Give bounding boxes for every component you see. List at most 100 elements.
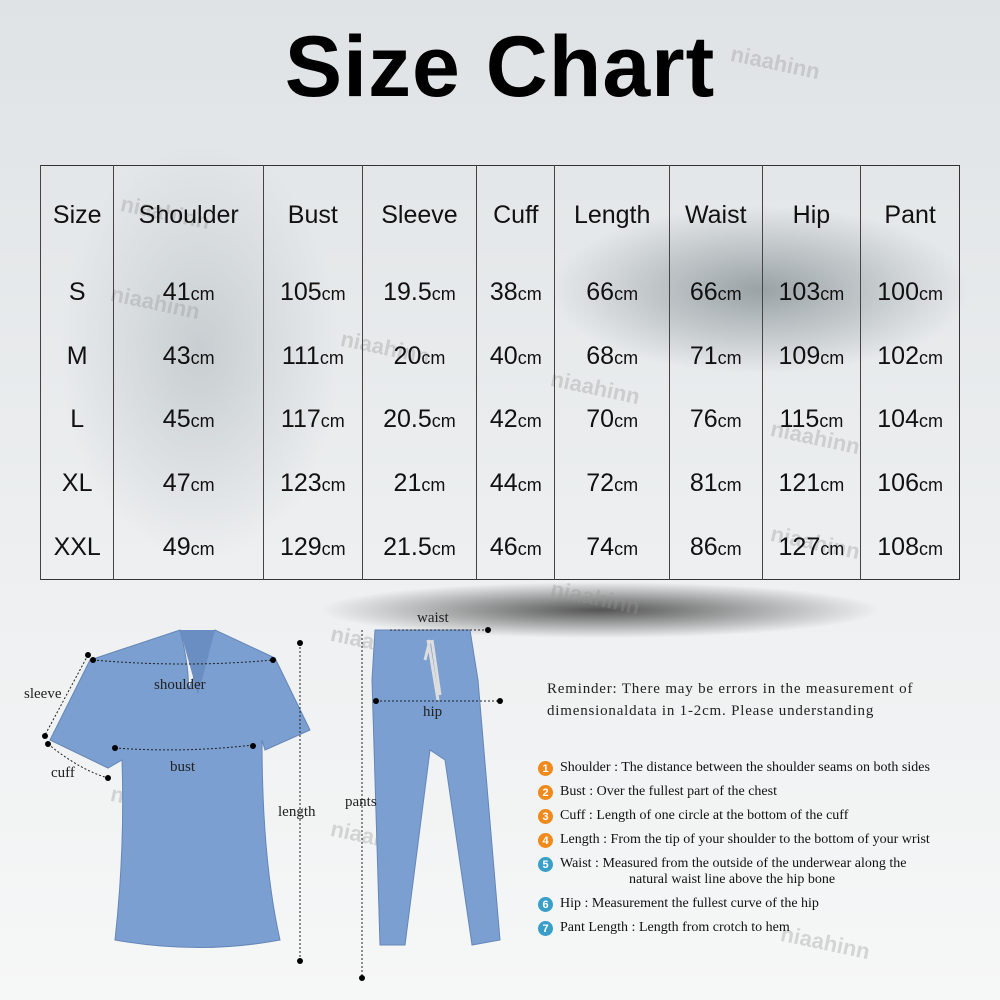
measurement-cell: 72cm — [554, 451, 670, 516]
measurement-cell: 76cm — [668, 388, 763, 452]
cell-value: 104 — [877, 405, 919, 434]
measurement-definitions: 1 Shoulder : The distance between the sho… — [538, 760, 930, 944]
measurement-cell: 100cm — [860, 260, 960, 325]
header-row: Size Shoulder Bust Sleeve Cuff Length Waist Hip… — [39, 165, 960, 261]
measurement-cell: 123cm — [262, 451, 363, 516]
measurement-cell: 127cm — [761, 515, 861, 580]
cell-value: 103 — [778, 277, 821, 306]
definition-text-continued: natural waist line above the hip bone — [629, 872, 836, 887]
cell-value: 71 — [689, 341, 718, 370]
reminder-text: Reminder: There may be errors in the mea… — [547, 681, 914, 719]
cell-value: 47 — [162, 469, 191, 498]
unit-label: cm — [820, 283, 845, 304]
unit-label: cm — [421, 347, 446, 368]
unit-label: cm — [717, 475, 742, 496]
cell-value: M — [66, 341, 88, 370]
cell-value: 20.5 — [383, 405, 432, 434]
cell-value: 70 — [586, 405, 615, 434]
definition-item: 1 Shoulder : The distance between the sho… — [538, 760, 930, 776]
cell-value: 106 — [877, 469, 919, 498]
unit-label: cm — [614, 538, 639, 559]
unit-label: cm — [614, 283, 639, 304]
cell-value: 49 — [162, 532, 191, 561]
number-badge-icon: 2 — [538, 785, 553, 800]
table-row: L 45cm 117cm 20.5cm 42cm 70cm 76cm 115cm 104cm — [39, 388, 960, 452]
size-cell: L — [39, 388, 114, 452]
measurement-cell: 111cm — [262, 324, 363, 389]
cell-value: 121 — [778, 469, 821, 498]
column-header: Cuff — [476, 165, 555, 261]
measurement-cell: 66cm — [668, 260, 763, 325]
measurement-cell: 109cm — [761, 324, 861, 389]
page-title: Size Chart — [284, 19, 716, 115]
measurement-cell: 108cm — [860, 515, 960, 580]
cell-value: 81 — [689, 469, 718, 498]
cell-value: 74 — [586, 532, 615, 561]
cell-value: 38 — [489, 277, 518, 306]
unit-label: cm — [717, 538, 742, 559]
cell-value: 66 — [689, 277, 718, 306]
measurement-cell: 102cm — [860, 324, 960, 389]
bust-label: bust — [170, 759, 196, 775]
table-row: M 43cm 111cm 20cm 40cm 68cm 71cm 109cm 102cm — [39, 324, 960, 389]
number-badge-icon: 3 — [538, 809, 553, 824]
measurement-cell: 103cm — [761, 260, 861, 325]
cell-value: 127 — [778, 532, 821, 561]
definition-text: Measured from the outside of the underwe… — [602, 856, 907, 871]
column-header: Pant — [860, 165, 960, 261]
measurement-cell: 115cm — [761, 388, 861, 452]
pants-label: pants — [345, 794, 377, 810]
definition-term: Shoulder — [560, 760, 611, 775]
unit-label: cm — [190, 538, 215, 559]
column-header: Hip — [761, 165, 861, 261]
unit-label: cm — [517, 283, 542, 304]
cell-value: 46 — [489, 532, 518, 561]
unit-label: cm — [820, 538, 845, 559]
definition-text: From the tip of your shoulder to the bot… — [610, 832, 930, 847]
cell-value: 129 — [279, 532, 322, 561]
definition-text: Measurement the fullest curve of the hip — [591, 896, 819, 911]
table-row: S 41cm 105cm 19.5cm 38cm 66cm 66cm 103cm 100cm — [39, 260, 960, 325]
unit-label: cm — [820, 347, 845, 368]
definition-item: 2 Bust : Over the fullest part of the che… — [538, 784, 930, 800]
unit-label: cm — [431, 411, 456, 432]
column-header: Sleeve — [361, 165, 477, 261]
unit-label: cm — [421, 475, 446, 496]
unit-label: cm — [517, 538, 542, 559]
unit-label: cm — [190, 283, 215, 304]
measurement-cell: 129cm — [262, 515, 363, 580]
unit-label: cm — [319, 347, 344, 368]
unit-label: cm — [614, 411, 639, 432]
measurement-cell: 45cm — [113, 388, 264, 452]
cell-value: 21.5 — [383, 532, 432, 561]
cell-value: 123 — [279, 469, 322, 498]
cell-value: 105 — [279, 277, 322, 306]
unit-label: cm — [820, 475, 845, 496]
measurement-cell: 74cm — [554, 515, 670, 580]
unit-label: cm — [190, 411, 215, 432]
cell-value: 72 — [586, 469, 615, 498]
scrub-top-image — [49, 629, 311, 948]
number-badge-icon: 4 — [538, 833, 553, 848]
definition-term: Length — [560, 832, 600, 847]
unit-label: cm — [614, 475, 639, 496]
size-cell: S — [39, 260, 114, 325]
measurement-cell: 44cm — [476, 451, 555, 516]
unit-label: cm — [717, 411, 742, 432]
definition-term: Waist — [560, 856, 592, 871]
unit-label: cm — [517, 347, 542, 368]
cell-value: 41 — [162, 277, 191, 306]
unit-label: cm — [918, 411, 943, 432]
definition-term: Pant Length — [560, 920, 629, 935]
unit-label: cm — [918, 475, 943, 496]
number-badge-icon: 5 — [538, 857, 553, 872]
cell-value: XXL — [53, 532, 101, 561]
unit-label: cm — [918, 283, 943, 304]
column-header: Shoulder — [113, 165, 264, 261]
size-cell: M — [39, 324, 114, 389]
shoulder-label: shoulder — [154, 677, 206, 693]
cell-value: 108 — [877, 532, 919, 561]
measurement-cell: 86cm — [668, 515, 763, 580]
definition-text: Over the fullest part of the chest — [596, 784, 777, 799]
definition-term: Hip — [560, 896, 581, 911]
